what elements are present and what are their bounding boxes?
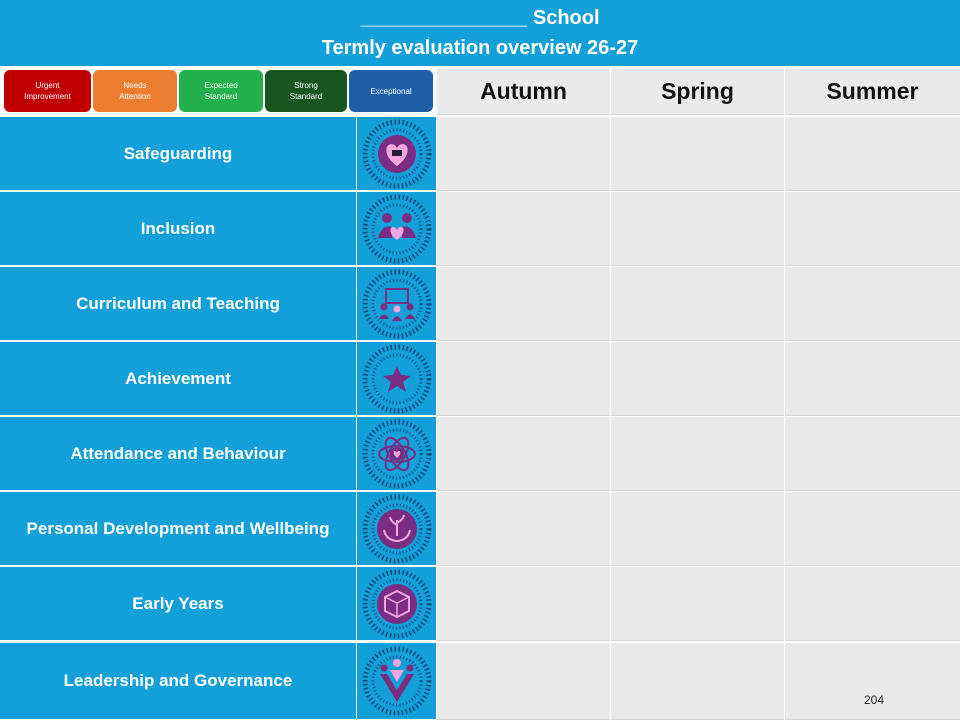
cell-early-years-spring[interactable] <box>611 567 784 641</box>
column-header-summer: Summer <box>785 68 960 115</box>
classroom-board-icon <box>357 267 436 341</box>
grid-divider <box>610 68 611 720</box>
row-label-achievement: Achievement <box>0 342 356 416</box>
grid-divider <box>436 68 437 720</box>
inclusion-people-heart-icon <box>357 192 436 266</box>
page-number: 204 <box>864 693 885 707</box>
row-label-personal-development: Personal Development and Wellbeing <box>0 492 356 566</box>
star-icon <box>357 342 436 416</box>
cell-personal-development-summer[interactable] <box>785 492 960 566</box>
row-label-curriculum-and-teaching: Curriculum and Teaching <box>0 267 356 341</box>
evaluation-title: Termly evaluation overview 26-27 <box>321 37 639 59</box>
row-label-early-years: Early Years <box>0 567 356 641</box>
legend-urgent-improvement: Urgent Improvement <box>4 70 91 112</box>
cell-personal-development-autumn[interactable] <box>437 492 610 566</box>
cell-curriculum-autumn[interactable] <box>437 267 610 341</box>
legend-strong-standard: Strong Standard <box>265 70 347 112</box>
legend-exceptional: Exceptional <box>349 70 433 112</box>
cell-achievement-autumn[interactable] <box>437 342 610 416</box>
cell-curriculum-spring[interactable] <box>611 267 784 341</box>
school-name-title: _______________ School <box>360 7 600 29</box>
row-label-attendance-and-behaviour: Attendance and Behaviour <box>0 417 356 491</box>
title-banner: _______________ School Termly evaluation… <box>0 0 960 66</box>
cell-leadership-autumn[interactable] <box>437 643 610 720</box>
cell-safeguarding-autumn[interactable] <box>437 117 610 191</box>
cell-attendance-summer[interactable] <box>785 417 960 491</box>
cell-safeguarding-summer[interactable] <box>785 117 960 191</box>
hands-plant-icon <box>357 492 436 566</box>
column-header-autumn: Autumn <box>437 68 610 115</box>
cell-attendance-spring[interactable] <box>611 417 784 491</box>
atom-heart-icon <box>357 417 436 491</box>
column-header-spring: Spring <box>611 68 784 115</box>
grid-divider <box>784 68 785 720</box>
cell-leadership-spring[interactable] <box>611 643 784 720</box>
cell-inclusion-autumn[interactable] <box>437 192 610 266</box>
cell-early-years-summer[interactable] <box>785 567 960 641</box>
heart-shield-icon <box>357 117 436 191</box>
cell-inclusion-spring[interactable] <box>611 192 784 266</box>
cell-personal-development-spring[interactable] <box>611 492 784 566</box>
grid-divider <box>356 117 357 720</box>
cell-early-years-autumn[interactable] <box>437 567 610 641</box>
row-label-inclusion: Inclusion <box>0 192 356 266</box>
cell-achievement-spring[interactable] <box>611 342 784 416</box>
leadership-figures-icon <box>357 643 436 720</box>
cell-leadership-summer[interactable] <box>785 643 960 720</box>
cell-curriculum-summer[interactable] <box>785 267 960 341</box>
cell-attendance-autumn[interactable] <box>437 417 610 491</box>
cell-achievement-summer[interactable] <box>785 342 960 416</box>
legend-expected-standard: Expected Standard <box>179 70 263 112</box>
row-label-safeguarding: Safeguarding <box>0 117 356 191</box>
cell-safeguarding-spring[interactable] <box>611 117 784 191</box>
alphabet-block-icon <box>357 567 436 641</box>
legend-needs-attention: Needs Attention <box>93 70 177 112</box>
cell-inclusion-summer[interactable] <box>785 192 960 266</box>
row-label-leadership-and-governance: Leadership and Governance <box>0 643 356 720</box>
